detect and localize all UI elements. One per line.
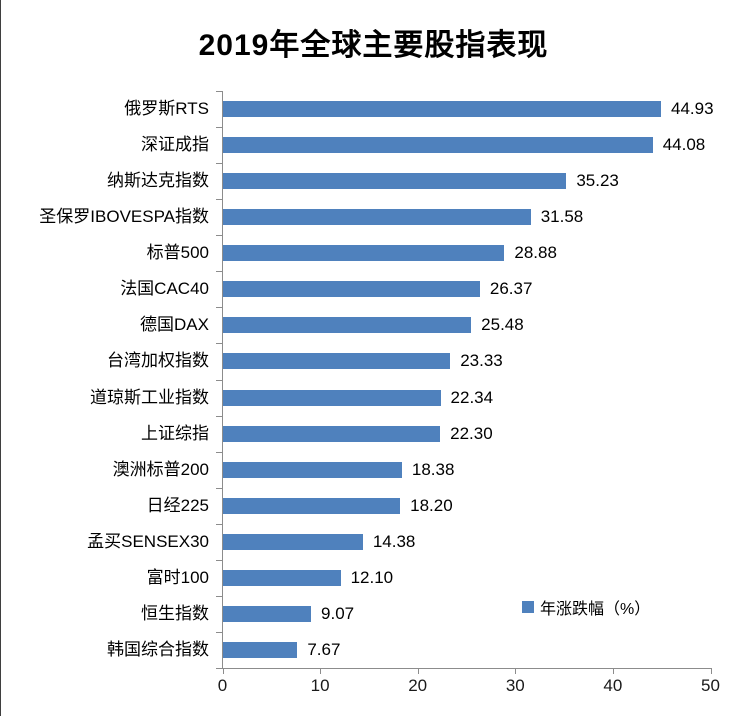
category-label: 上证综指 xyxy=(141,423,209,443)
category-axis-tick xyxy=(216,631,222,633)
bar-value-label: 44.93 xyxy=(671,99,714,118)
category-axis-tick xyxy=(216,235,222,237)
value-axis-tick-label: 0 xyxy=(217,676,228,695)
category-label: 法国CAC40 xyxy=(120,279,209,299)
category-axis-tick xyxy=(216,559,222,561)
category-label: 澳洲标普200 xyxy=(112,459,209,479)
value-axis-tick xyxy=(417,668,419,674)
bar xyxy=(222,497,401,514)
bar xyxy=(222,137,653,154)
category-label: 德国DAX xyxy=(140,315,209,335)
category-label: 道琼斯工业指数 xyxy=(90,387,209,407)
category-axis-tick xyxy=(216,343,222,345)
category-label: 富时100 xyxy=(146,567,209,587)
category-axis-tick xyxy=(216,307,222,309)
value-axis-tick xyxy=(222,668,224,674)
bar xyxy=(222,317,472,334)
category-label: 纳斯达克指数 xyxy=(107,171,209,191)
bar xyxy=(222,245,505,262)
bar xyxy=(222,533,363,550)
value-axis-tick-label: 40 xyxy=(603,676,623,695)
bar-value-label: 26.37 xyxy=(489,279,533,299)
bar-value-label: 18.38 xyxy=(411,459,455,479)
value-axis-tick-label: 50 xyxy=(701,676,720,695)
category-axis-tick xyxy=(216,523,222,525)
bar xyxy=(222,389,441,406)
value-axis-tick xyxy=(710,668,712,674)
category-label: 圣保罗IBOVESPA指数 xyxy=(39,207,209,227)
category-axis-tick xyxy=(216,379,222,381)
bar xyxy=(222,605,312,622)
bar-value-label: 7.67 xyxy=(307,639,341,659)
bar-value-label: 12.10 xyxy=(350,567,394,587)
bar xyxy=(222,101,662,118)
bar xyxy=(222,641,298,658)
legend: 年涨跌幅（%） xyxy=(522,596,650,618)
category-label: 台湾加权指数 xyxy=(107,351,209,371)
bar-value-label: 18.20 xyxy=(410,495,453,515)
bar xyxy=(222,281,480,298)
value-axis-tick xyxy=(612,668,614,674)
bar xyxy=(222,173,567,190)
category-label: 恒生指数 xyxy=(141,603,209,623)
bar xyxy=(222,353,451,370)
value-axis-tick xyxy=(320,668,322,674)
category-axis-tick xyxy=(216,127,222,129)
category-axis-tick xyxy=(216,163,222,165)
category-axis-tick xyxy=(216,668,222,669)
bar-value-label: 9.07 xyxy=(321,603,355,623)
value-axis-tick-label: 30 xyxy=(505,676,525,695)
bar-value-label: 14.38 xyxy=(372,531,416,551)
category-label: 日经225 xyxy=(146,495,209,515)
category-label: 标普500 xyxy=(146,243,209,263)
bar-value-label: 22.34 xyxy=(450,387,494,407)
category-axis-tick xyxy=(216,487,222,489)
bar xyxy=(222,569,341,586)
category-axis-tick xyxy=(216,199,222,201)
bar xyxy=(222,209,531,226)
category-axis-tick xyxy=(216,91,222,92)
bar xyxy=(222,425,441,442)
bar-value-label: 31.58 xyxy=(540,207,584,227)
chart-title: 2019年全球主要股指表现 xyxy=(198,29,549,62)
legend-label: 年涨跌幅（%） xyxy=(540,601,651,618)
category-label: 孟买SENSEX30 xyxy=(87,531,209,551)
bar-value-label: 25.48 xyxy=(481,315,524,335)
category-axis-line xyxy=(222,91,223,668)
category-label: 深证成指 xyxy=(141,135,209,155)
value-axis-line xyxy=(222,668,711,669)
value-axis-tick-label: 10 xyxy=(310,676,330,695)
bar-value-label: 22.30 xyxy=(450,423,493,443)
bar-value-label: 35.23 xyxy=(576,171,619,191)
category-axis-tick xyxy=(216,271,222,273)
category-label: 韩国综合指数 xyxy=(107,639,209,659)
bar-value-label: 23.33 xyxy=(460,351,503,371)
bar-value-label: 28.88 xyxy=(514,243,557,263)
value-axis-tick xyxy=(515,668,517,674)
value-axis-tick-label: 20 xyxy=(408,676,428,695)
bar-value-label: 44.08 xyxy=(662,135,706,155)
category-axis-tick xyxy=(216,595,222,597)
category-axis-tick xyxy=(216,415,222,417)
bar xyxy=(222,461,402,478)
legend-marker-swatch xyxy=(522,601,534,613)
category-label: 俄罗斯RTS xyxy=(124,99,209,118)
category-axis-tick xyxy=(216,451,222,453)
